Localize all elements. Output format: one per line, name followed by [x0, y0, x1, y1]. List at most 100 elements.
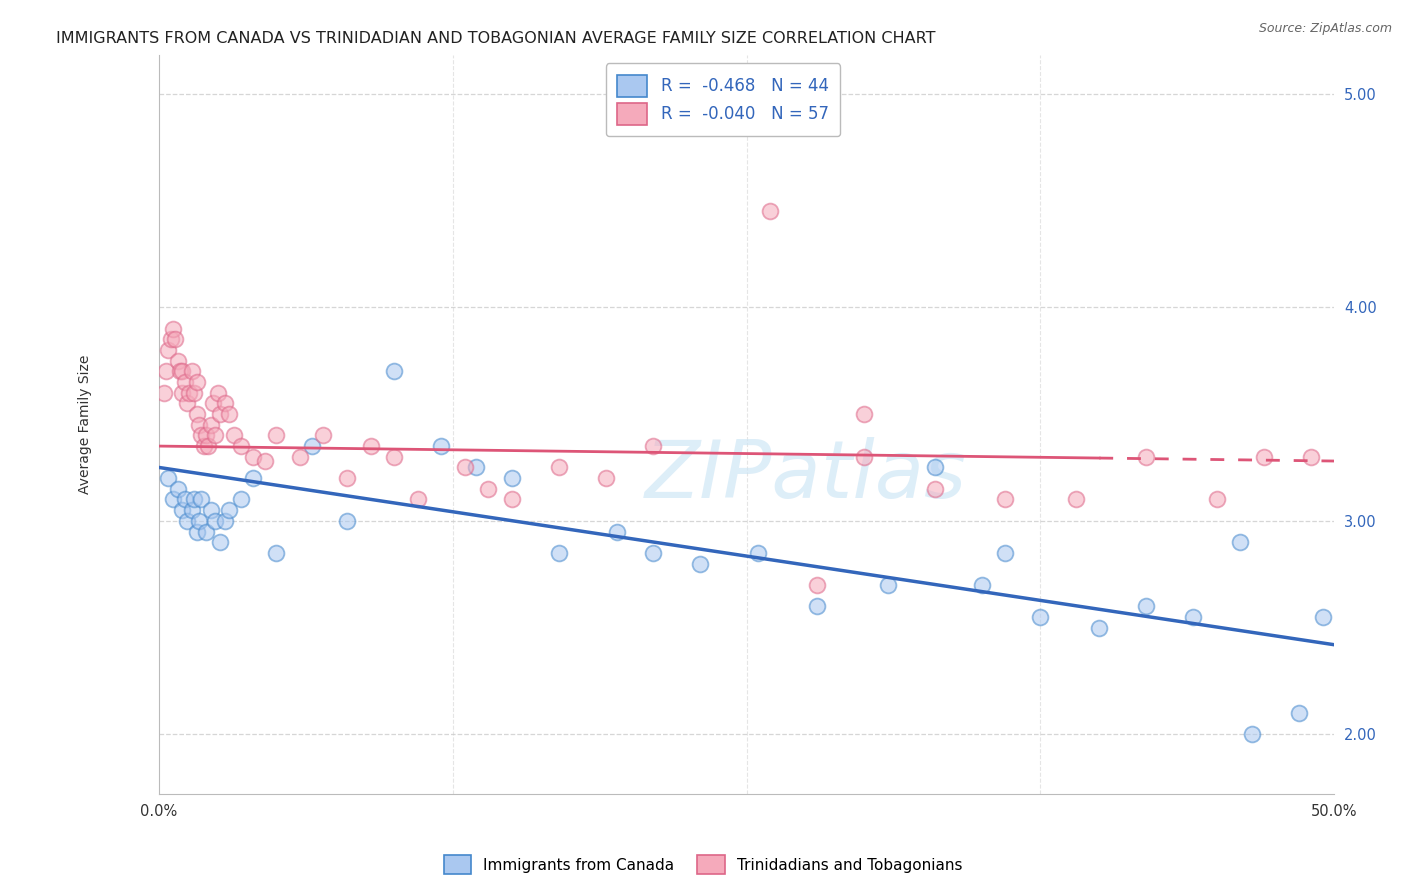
Point — [209, 407, 232, 421]
Point — [689, 557, 711, 571]
Point — [876, 578, 898, 592]
Point — [501, 471, 523, 485]
Point — [209, 535, 232, 549]
Point — [806, 578, 828, 592]
Point — [465, 460, 488, 475]
Point — [173, 375, 195, 389]
Point — [224, 428, 246, 442]
Point — [186, 375, 208, 389]
Point — [1312, 610, 1334, 624]
Point — [162, 492, 184, 507]
Point — [641, 439, 664, 453]
Point — [1241, 727, 1264, 741]
Point — [180, 364, 202, 378]
Point — [176, 514, 198, 528]
Point — [186, 524, 208, 539]
Point — [1229, 535, 1251, 549]
Point — [180, 503, 202, 517]
Point — [200, 503, 222, 517]
Point — [172, 385, 194, 400]
Point — [312, 428, 335, 442]
Point — [453, 460, 475, 475]
Point — [1088, 621, 1111, 635]
Point — [187, 514, 209, 528]
Point — [204, 428, 226, 442]
Point — [595, 471, 617, 485]
Point — [190, 492, 212, 507]
Point — [806, 599, 828, 614]
Point — [1205, 492, 1227, 507]
Point — [1029, 610, 1052, 624]
Legend: Immigrants from Canada, Trinidadians and Tobagonians: Immigrants from Canada, Trinidadians and… — [437, 849, 969, 880]
Point — [970, 578, 993, 592]
Point — [547, 460, 569, 475]
Point — [155, 364, 177, 378]
Point — [176, 396, 198, 410]
Point — [207, 385, 229, 400]
Point — [994, 492, 1017, 507]
Point — [179, 385, 201, 400]
Point — [477, 482, 499, 496]
Point — [430, 439, 453, 453]
Point — [1135, 450, 1157, 464]
Point — [924, 460, 946, 475]
Point — [606, 524, 628, 539]
Point — [253, 454, 276, 468]
Point — [853, 407, 876, 421]
Point — [157, 343, 180, 357]
Point — [382, 450, 405, 464]
Point — [193, 439, 215, 453]
Point — [994, 546, 1017, 560]
Point — [157, 471, 180, 485]
Point — [406, 492, 429, 507]
Point — [214, 514, 236, 528]
Point — [1299, 450, 1322, 464]
Point — [194, 524, 217, 539]
Point — [1064, 492, 1087, 507]
Point — [159, 332, 181, 346]
Point — [218, 503, 240, 517]
Point — [336, 514, 359, 528]
Point — [173, 492, 195, 507]
Point — [360, 439, 382, 453]
Point — [214, 396, 236, 410]
Point — [266, 428, 288, 442]
Point — [186, 407, 208, 421]
Point — [197, 439, 219, 453]
Point — [242, 471, 264, 485]
Point — [187, 417, 209, 432]
Point — [183, 385, 205, 400]
Point — [501, 492, 523, 507]
Point — [1135, 599, 1157, 614]
Legend: R =  -0.468   N = 44, R =  -0.040   N = 57: R = -0.468 N = 44, R = -0.040 N = 57 — [606, 63, 841, 136]
Point — [924, 482, 946, 496]
Point — [183, 492, 205, 507]
Point — [759, 204, 782, 219]
Point — [204, 514, 226, 528]
Point — [336, 471, 359, 485]
Point — [194, 428, 217, 442]
Point — [1182, 610, 1205, 624]
Point — [218, 407, 240, 421]
Point — [242, 450, 264, 464]
Point — [172, 503, 194, 517]
Point — [165, 332, 187, 346]
Point — [200, 417, 222, 432]
Point — [172, 364, 194, 378]
Point — [301, 439, 323, 453]
Point — [166, 353, 188, 368]
Point — [152, 385, 174, 400]
Point — [231, 439, 253, 453]
Point — [169, 364, 191, 378]
Point — [641, 546, 664, 560]
Y-axis label: Average Family Size: Average Family Size — [79, 355, 93, 494]
Point — [190, 428, 212, 442]
Text: Source: ZipAtlas.com: Source: ZipAtlas.com — [1258, 22, 1392, 36]
Point — [266, 546, 288, 560]
Point — [166, 482, 188, 496]
Point — [231, 492, 253, 507]
Point — [1253, 450, 1275, 464]
Point — [1288, 706, 1310, 720]
Point — [201, 396, 224, 410]
Point — [747, 546, 769, 560]
